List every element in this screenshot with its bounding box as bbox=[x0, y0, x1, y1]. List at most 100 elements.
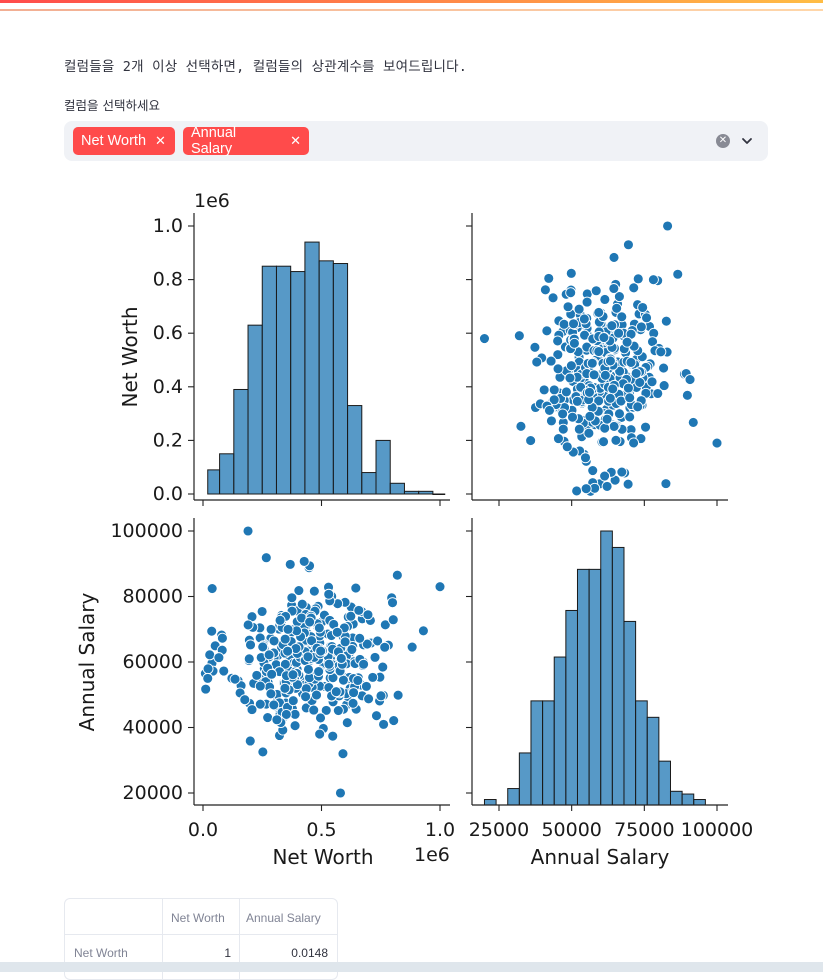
col-header: Net Worth bbox=[171, 911, 225, 925]
scatter-point bbox=[262, 712, 274, 723]
scatter-point bbox=[599, 422, 611, 434]
x-tick-label: 50000 bbox=[541, 819, 601, 841]
scatter-point bbox=[601, 480, 613, 492]
scatter-point bbox=[565, 360, 577, 372]
scatter-point bbox=[587, 465, 599, 476]
pairplot-figure: 0.0 0.2 0.4 0.6 0.8 1.0 20000 40000 60000 80000 10… bbox=[75, 190, 753, 869]
scatter-point bbox=[337, 748, 349, 760]
scatter-point bbox=[584, 386, 595, 398]
x-tick-label: 0.5 bbox=[306, 819, 336, 841]
scatter-point bbox=[254, 680, 266, 692]
hist-bar bbox=[600, 530, 613, 806]
col-header: Annual Salary bbox=[246, 911, 321, 925]
chevron-down-icon[interactable] bbox=[740, 134, 754, 148]
scatter-point bbox=[350, 582, 362, 594]
y-tick-label: 0.4 bbox=[153, 376, 183, 398]
scatter-point bbox=[610, 434, 622, 446]
scatter-point bbox=[628, 437, 640, 449]
scatter-point bbox=[287, 669, 299, 681]
hist-bar bbox=[553, 656, 567, 806]
row-header: Net Worth bbox=[74, 946, 128, 960]
hist-bar bbox=[261, 265, 277, 495]
scatter-point bbox=[557, 423, 569, 435]
scatter-point bbox=[583, 427, 595, 439]
scatter-point bbox=[622, 382, 634, 394]
scatter-point bbox=[613, 327, 625, 339]
scatter-net-worth-vs-salary bbox=[479, 220, 723, 497]
tag-label: Net Worth bbox=[81, 133, 147, 149]
intro-text: 컬럼들을 2개 이상 선택하면, 컬럼들의 상관계수를 보여드립니다. bbox=[64, 59, 468, 75]
y-tick-label: 60000 bbox=[123, 651, 183, 673]
scatter-point bbox=[635, 321, 647, 333]
offset-label: 1e6 bbox=[194, 190, 230, 212]
scatter-salary-vs-net-worth bbox=[199, 525, 446, 799]
y-tick-label: 80000 bbox=[123, 586, 183, 608]
scatter-point bbox=[327, 730, 339, 742]
scatter-point bbox=[529, 341, 541, 353]
hist-bar bbox=[483, 799, 497, 806]
scatter-point bbox=[580, 483, 592, 495]
column-multiselect[interactable]: Net Worth ✕ Annual Salary ✕ ✕ bbox=[64, 121, 768, 161]
remove-tag-icon[interactable]: ✕ bbox=[290, 133, 301, 148]
scatter-point bbox=[352, 675, 364, 686]
scatter-point bbox=[558, 318, 570, 330]
hist-bar bbox=[275, 265, 292, 495]
scatter-point bbox=[315, 645, 327, 657]
remove-tag-icon[interactable]: ✕ bbox=[155, 133, 166, 148]
scatter-point bbox=[360, 680, 372, 692]
scatter-point bbox=[331, 626, 343, 638]
hist-bar bbox=[290, 271, 306, 495]
scatter-point bbox=[552, 335, 564, 347]
scatter-point bbox=[614, 408, 625, 420]
scatter-point bbox=[339, 636, 351, 648]
scatter-point bbox=[315, 712, 326, 724]
tag-label: Annual Salary bbox=[191, 125, 237, 157]
scatter-point bbox=[362, 609, 374, 621]
scatter-point bbox=[621, 336, 633, 348]
scatter-point bbox=[239, 694, 251, 706]
scatter-point bbox=[282, 623, 294, 635]
y-tick-label: 100000 bbox=[110, 520, 183, 542]
hist-bar bbox=[318, 260, 334, 495]
tag-net-worth[interactable]: Net Worth ✕ bbox=[73, 127, 175, 155]
scatter-point bbox=[260, 552, 272, 564]
hist-bar bbox=[646, 716, 660, 806]
scatter-point bbox=[265, 688, 277, 700]
scatter-point bbox=[588, 369, 600, 381]
scatter-point bbox=[607, 383, 619, 395]
scatter-point bbox=[573, 303, 585, 315]
scatter-point bbox=[279, 633, 291, 645]
scatter-point bbox=[279, 682, 291, 694]
scatter-point bbox=[367, 671, 379, 683]
scatter-point bbox=[335, 653, 347, 664]
scatter-point bbox=[611, 302, 623, 314]
scatter-point bbox=[313, 666, 325, 678]
scatter-point bbox=[624, 392, 636, 404]
x-axis-label: Net Worth bbox=[272, 845, 373, 869]
scatter-point bbox=[387, 597, 398, 609]
scatter-point bbox=[568, 318, 580, 330]
tag-annual-salary[interactable]: Annual Salary ✕ bbox=[183, 125, 309, 157]
axes-layer bbox=[188, 213, 728, 811]
y-axis-label: Annual Salary bbox=[75, 592, 99, 731]
scatter-point bbox=[378, 718, 390, 730]
scatter-point bbox=[282, 645, 294, 657]
x-tick-label: 75000 bbox=[614, 819, 674, 841]
scatter-point bbox=[263, 649, 275, 661]
scatter-point bbox=[341, 717, 353, 729]
scatter-point bbox=[206, 583, 218, 595]
hist-bar bbox=[635, 700, 648, 806]
scatter-point bbox=[604, 355, 616, 367]
scatter-point bbox=[242, 525, 254, 537]
scatter-point bbox=[391, 569, 403, 581]
scatter-point bbox=[363, 693, 375, 705]
scatter-point bbox=[284, 558, 296, 570]
scatter-point bbox=[632, 401, 644, 413]
scatter-point bbox=[308, 704, 320, 716]
scatter-point bbox=[515, 420, 527, 432]
scatter-point bbox=[632, 273, 644, 285]
scatter-point bbox=[616, 466, 628, 478]
hist-bar bbox=[542, 700, 555, 806]
clear-selection-icon[interactable]: ✕ bbox=[716, 134, 730, 148]
scatter-point bbox=[242, 619, 254, 631]
